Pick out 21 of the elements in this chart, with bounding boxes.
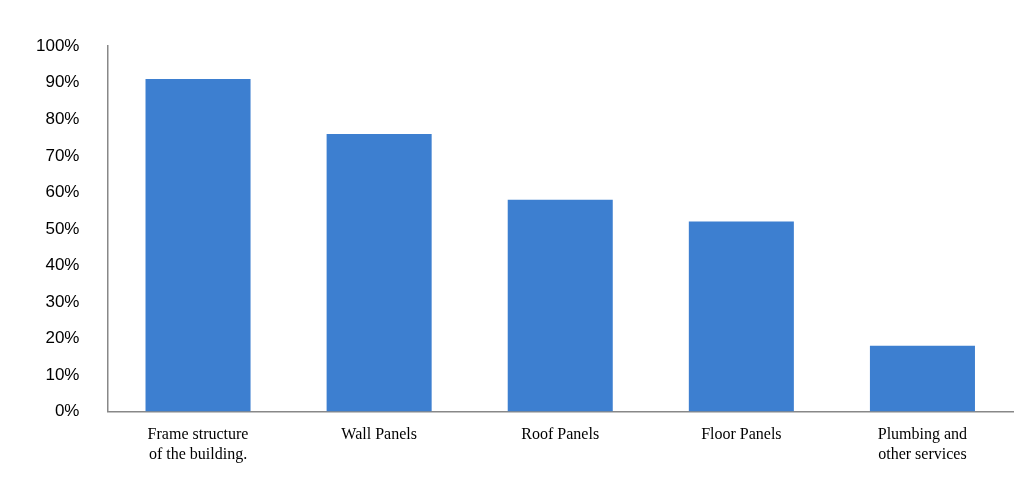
y-tick-label: 40%: [45, 255, 80, 275]
y-tick-label: 10%: [45, 364, 80, 384]
y-tick-label: 100%: [36, 35, 80, 55]
y-tick-label: 60%: [45, 182, 80, 202]
y-tick-label: 90%: [45, 72, 80, 92]
x-tick-label: Wall Panels: [341, 425, 417, 443]
bar: [507, 199, 613, 412]
y-tick-label: 20%: [45, 328, 80, 348]
bar: [326, 133, 432, 412]
y-tick-label: 0%: [54, 401, 80, 421]
y-tick-label: 80%: [45, 108, 80, 128]
y-tick-label: 70%: [45, 145, 80, 165]
x-tick-label: Roof Panels: [521, 425, 600, 443]
bar: [688, 221, 794, 412]
bar: [869, 345, 975, 412]
x-tick-label: Floor Panels: [701, 425, 782, 443]
bar: [145, 79, 251, 412]
y-tick-label: 30%: [45, 291, 80, 311]
y-tick-label: 50%: [45, 218, 80, 238]
x-tick-label: Plumbing and other services: [877, 425, 968, 462]
x-tick-label: Frame structure of the building.: [147, 425, 249, 463]
